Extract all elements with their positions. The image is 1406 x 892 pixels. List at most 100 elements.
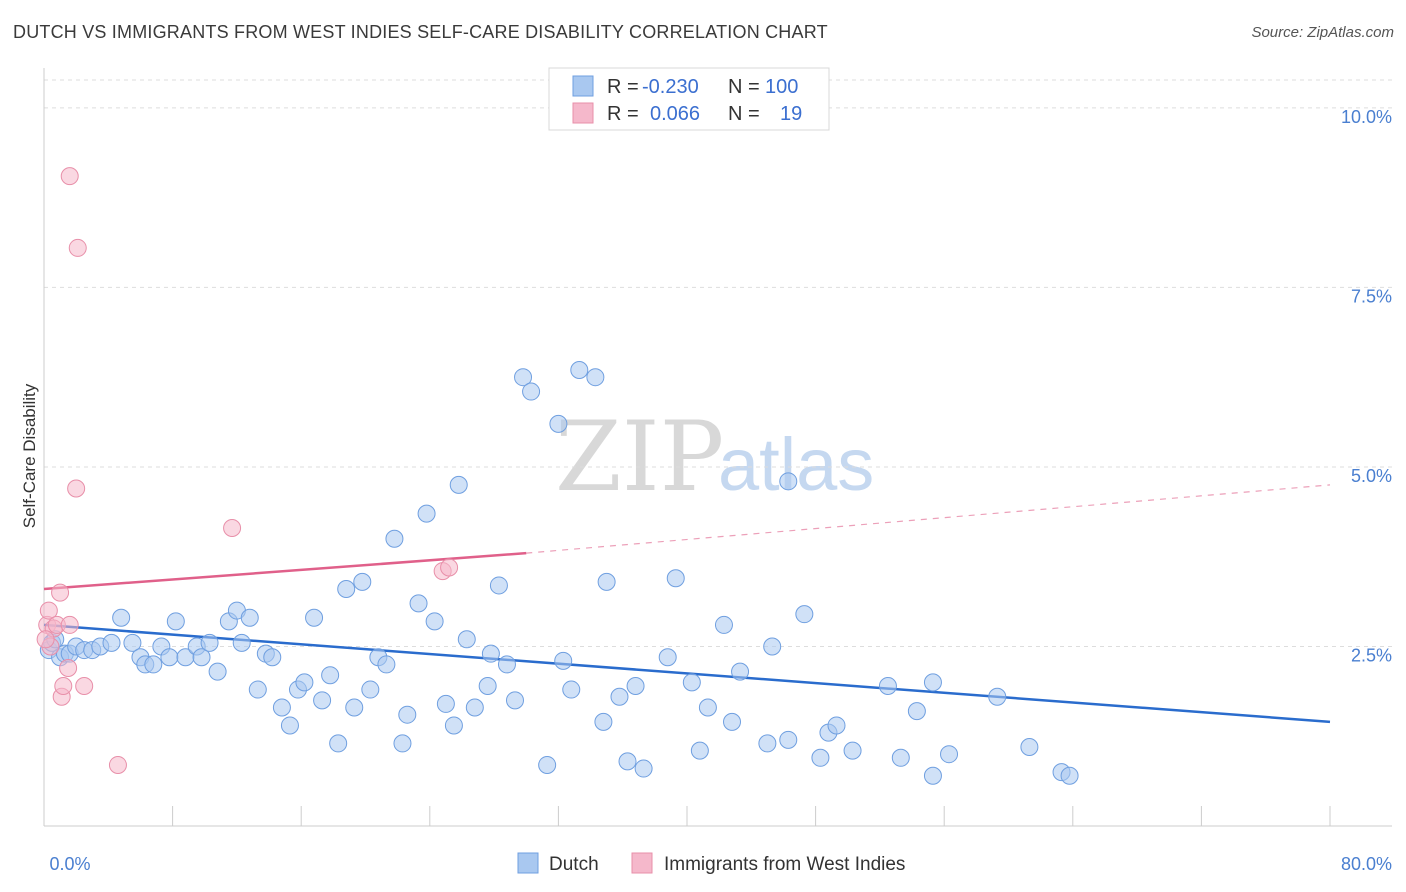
data-point bbox=[843, 741, 862, 760]
legend-r-label-west-indies: R = bbox=[607, 103, 639, 125]
data-point bbox=[144, 655, 163, 674]
data-point bbox=[166, 612, 185, 631]
data-point bbox=[923, 766, 942, 785]
data-point bbox=[102, 633, 121, 652]
data-point bbox=[538, 755, 557, 774]
data-point bbox=[223, 518, 242, 537]
data-point bbox=[305, 608, 324, 627]
legend-r-value-west-indies: 0.066 bbox=[650, 103, 700, 125]
data-point bbox=[758, 734, 777, 753]
data-point bbox=[321, 666, 340, 685]
data-point bbox=[940, 745, 959, 764]
data-point bbox=[51, 583, 70, 602]
x-tick-labels: 0.0% 80.0% bbox=[49, 854, 1392, 874]
data-point bbox=[329, 734, 348, 753]
data-point bbox=[594, 712, 613, 731]
data-point bbox=[54, 676, 73, 695]
data-point bbox=[417, 504, 436, 523]
data-point bbox=[68, 238, 87, 257]
series-legend-swatch-west-indies bbox=[631, 852, 653, 874]
data-point bbox=[398, 705, 417, 724]
source-credit: Source: ZipAtlas.com bbox=[1251, 24, 1394, 41]
data-point bbox=[160, 648, 179, 667]
data-point bbox=[731, 662, 750, 681]
data-point bbox=[409, 594, 428, 613]
data-point bbox=[385, 529, 404, 548]
data-point bbox=[827, 716, 846, 735]
data-point bbox=[272, 698, 291, 717]
data-point bbox=[393, 734, 412, 753]
data-point bbox=[988, 687, 1007, 706]
watermark-atlas: atlas bbox=[718, 423, 874, 506]
data-point bbox=[779, 730, 798, 749]
legend-r-value-dutch: -0.230 bbox=[642, 76, 699, 98]
data-point bbox=[200, 633, 219, 652]
x-tick-label-max: 80.0% bbox=[1341, 854, 1392, 874]
watermark-zip: ZIP bbox=[555, 401, 724, 513]
data-point bbox=[763, 637, 782, 656]
legend-n-label-dutch: N = bbox=[728, 76, 760, 98]
data-point bbox=[67, 479, 86, 498]
data-point bbox=[36, 630, 55, 649]
series-dutch bbox=[39, 361, 1079, 785]
data-point bbox=[425, 612, 444, 631]
data-point bbox=[75, 676, 94, 695]
data-point bbox=[714, 615, 733, 634]
trend-line-dutch bbox=[43, 623, 1331, 724]
data-point bbox=[208, 662, 227, 681]
axes bbox=[43, 68, 1392, 827]
data-point bbox=[444, 716, 463, 735]
legend-n-label-west-indies: N = bbox=[728, 103, 760, 125]
data-point bbox=[465, 698, 484, 717]
y-axis-label: Self-Care Disability bbox=[20, 383, 39, 528]
data-point bbox=[690, 741, 709, 760]
y-tick-labels: 2.5% 5.0% 7.5% 10.0% bbox=[1341, 107, 1392, 666]
data-point bbox=[232, 633, 251, 652]
data-point bbox=[618, 752, 637, 771]
data-point bbox=[481, 644, 500, 663]
data-point bbox=[478, 676, 497, 695]
series-legend-label-west-indies: Immigrants from West Indies bbox=[664, 854, 905, 875]
data-point bbox=[440, 558, 459, 577]
data-point bbox=[248, 680, 267, 699]
data-point bbox=[634, 759, 653, 778]
watermark: ZIP atlas bbox=[555, 401, 874, 513]
y-tick-label: 7.5% bbox=[1351, 286, 1392, 306]
data-point bbox=[779, 472, 798, 491]
data-point bbox=[295, 673, 314, 692]
data-point bbox=[549, 414, 568, 433]
data-point bbox=[59, 659, 78, 678]
legend-swatch-west-indies bbox=[572, 102, 594, 124]
data-point bbox=[60, 615, 79, 634]
data-point bbox=[522, 382, 541, 401]
stats-legend-box bbox=[548, 67, 830, 131]
data-point bbox=[505, 691, 524, 710]
data-point bbox=[361, 680, 380, 699]
data-point bbox=[457, 630, 476, 649]
data-point bbox=[313, 691, 332, 710]
y-tick-label: 10.0% bbox=[1341, 107, 1392, 127]
data-point bbox=[723, 712, 742, 731]
series-legend: Dutch Immigrants from West Indies bbox=[517, 852, 905, 875]
data-point bbox=[39, 601, 58, 620]
data-point bbox=[610, 687, 629, 706]
data-point bbox=[1060, 766, 1079, 785]
data-point bbox=[795, 605, 814, 624]
data-point bbox=[586, 368, 605, 387]
chart-title: DUTCH VS IMMIGRANTS FROM WEST INDIES SEL… bbox=[13, 22, 828, 42]
data-point bbox=[449, 475, 468, 494]
data-point bbox=[570, 361, 589, 380]
data-point bbox=[907, 702, 926, 721]
series-west-indies bbox=[36, 167, 459, 774]
data-point bbox=[514, 368, 533, 387]
data-point bbox=[263, 648, 282, 667]
data-point bbox=[878, 676, 897, 695]
y-tick-label: 2.5% bbox=[1351, 645, 1392, 665]
data-point bbox=[345, 698, 364, 717]
data-point bbox=[489, 576, 508, 595]
data-point bbox=[562, 680, 581, 699]
data-point bbox=[658, 648, 677, 667]
data-point bbox=[337, 580, 356, 599]
data-point bbox=[554, 651, 573, 670]
